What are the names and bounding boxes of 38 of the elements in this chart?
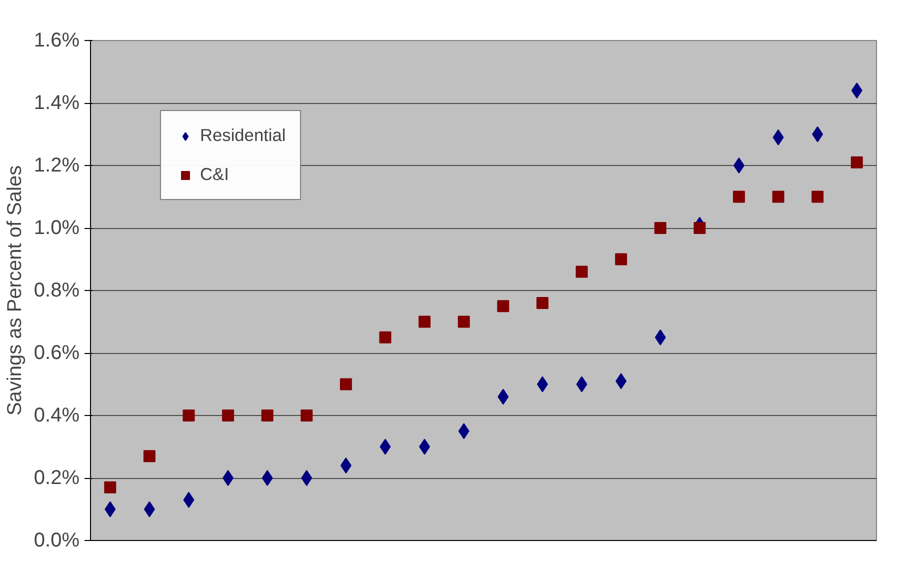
point [262, 470, 273, 486]
point [104, 481, 116, 494]
point [615, 253, 628, 266]
legend-label: C&I [200, 164, 229, 185]
y-tick-label: 0.4% [34, 404, 80, 426]
point [733, 158, 744, 174]
point [732, 190, 745, 203]
point [379, 331, 392, 344]
point [261, 410, 274, 422]
point [851, 82, 862, 98]
point [340, 378, 352, 390]
y-tick-label: 1.2% [34, 154, 80, 176]
point [694, 222, 706, 234]
point [654, 222, 666, 234]
point [301, 470, 312, 486]
point [497, 300, 510, 312]
y-tick-label: 0.2% [34, 467, 80, 489]
y-tick-label: 1.4% [34, 92, 80, 114]
y-tick-label: 0.6% [34, 342, 80, 364]
point [536, 297, 548, 309]
y-tick-label: 0.0% [34, 530, 80, 552]
point [222, 470, 234, 486]
y-axis-title: Savings as Percent of Sales [4, 165, 26, 416]
point [340, 458, 352, 474]
point [576, 266, 588, 278]
point [300, 410, 313, 422]
point [143, 450, 156, 462]
point [418, 316, 431, 328]
y-tick-label: 1.0% [34, 217, 80, 239]
point [222, 410, 234, 422]
point [812, 190, 824, 203]
legend-label: Residential [200, 125, 286, 146]
y-tick-label: 1.6% [34, 30, 80, 52]
point [772, 190, 784, 203]
y-tick-label: 0.8% [34, 280, 80, 302]
point [458, 316, 470, 328]
point [850, 156, 863, 168]
point [182, 410, 195, 422]
